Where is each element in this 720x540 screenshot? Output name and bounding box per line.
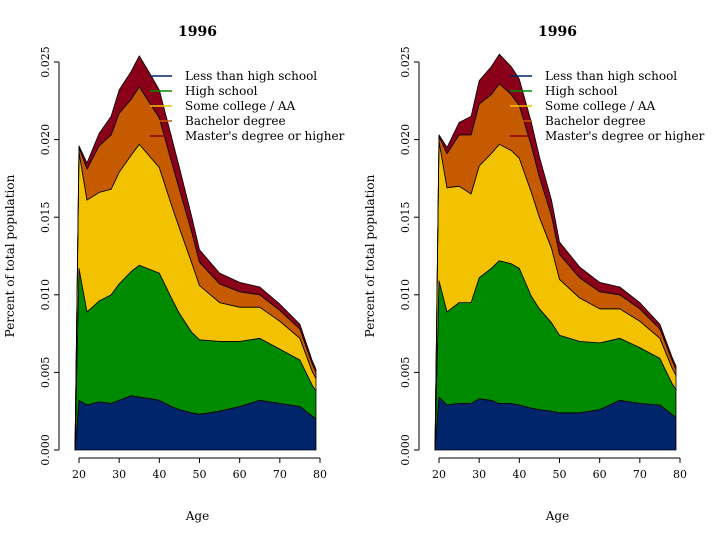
legend-label: Less than high school [185,69,317,83]
y-axis-label: Percent of total population [363,174,377,337]
y-tick-label: 0.015 [399,201,412,233]
x-tick-label: 30 [472,468,486,481]
y-tick-label: 0.000 [399,434,412,466]
x-tick-label: 60 [593,468,607,481]
y-tick-label: 0.010 [39,279,52,311]
x-tick-label: 40 [512,468,526,481]
x-axis-label: Age [545,509,569,523]
legend-label: Bachelor degree [545,114,646,128]
legend-label: High school [545,84,618,98]
x-tick-label: 70 [273,468,287,481]
x-tick-label: 40 [152,468,166,481]
x-tick-label: 70 [633,468,647,481]
chart-title: 1996 [538,24,577,40]
x-tick-label: 60 [233,468,247,481]
area-master-s-degree-or-higher [74,55,317,451]
y-tick-label: 0.025 [39,46,52,78]
area-master-s-degree-or-higher [434,53,677,451]
chart-title: 1996 [178,24,217,40]
x-tick-label: 30 [112,468,126,481]
legend-label: Master's degree or higher [545,129,705,143]
x-tick-label: 80 [313,468,327,481]
y-tick-label: 0.020 [39,124,52,156]
y-tick-label: 0.025 [399,46,412,78]
y-tick-label: 0.005 [39,357,52,389]
legend-label: High school [185,84,258,98]
x-axis-label: Age [185,509,209,523]
x-tick-label: 20 [72,468,86,481]
y-tick-label: 0.005 [399,357,412,389]
legend-label: Some college / AA [185,99,296,113]
legend-label: Less than high school [545,69,677,83]
x-tick-label: 50 [553,468,567,481]
legend-label: Master's degree or higher [185,129,345,143]
y-axis-label: Percent of total population [3,174,17,337]
y-tick-label: 0.000 [39,434,52,466]
x-tick-label: 50 [193,468,207,481]
x-tick-label: 80 [673,468,687,481]
x-tick-label: 20 [432,468,446,481]
y-tick-label: 0.015 [39,201,52,233]
chart-panel-left: 1996 20 30 40 50 60 70 80 Age 0.000 0.005 0.010 0.01… [3,24,345,523]
legend-label: Some college / AA [545,99,656,113]
legend-label: Bachelor degree [185,114,286,128]
y-tick-label: 0.020 [399,124,412,156]
y-tick-label: 0.010 [399,279,412,311]
chart-panel-right: 1996 20 30 40 50 60 70 80 Age 0.000 0.005 0.010 0.01… [363,24,705,523]
